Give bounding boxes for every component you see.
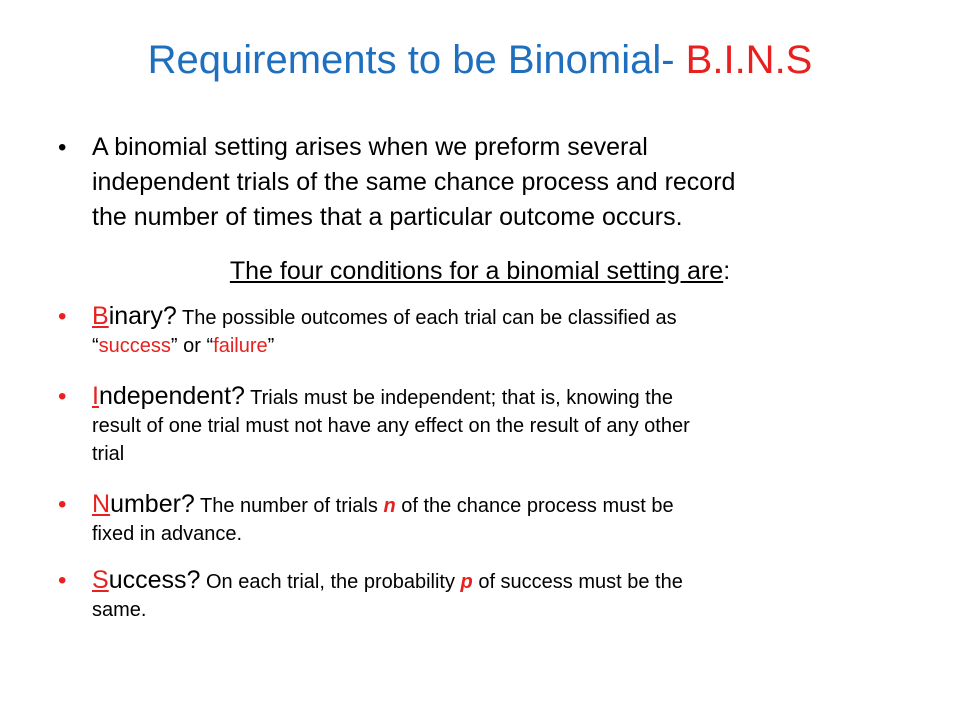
bullet-dot: •: [58, 567, 67, 594]
success-term: success: [98, 335, 171, 357]
condition-word: inary?: [108, 302, 177, 330]
variable-n: n: [383, 495, 396, 517]
variable-p: p: [460, 571, 473, 593]
condition-binary: • Binary? The possible outcomes of each …: [58, 302, 900, 360]
condition-number: • Number? The number of trials n of the …: [58, 490, 900, 548]
condition-text-post: of the chance process must be: [395, 495, 674, 517]
intro-line-3: the number of times that a particular ou…: [92, 203, 683, 231]
title-main: Requirements to be Binomial-: [147, 38, 686, 82]
condition-letter: S: [92, 566, 109, 594]
condition-letter: N: [92, 490, 111, 518]
condition-letter: I: [92, 382, 99, 410]
condition-text-line-1: The possible outcomes of each trial can …: [176, 307, 677, 329]
intro-line-2: independent trials of the same chance pr…: [92, 168, 736, 196]
condition-word: umber?: [110, 490, 195, 518]
failure-term: failure: [213, 335, 268, 357]
condition-success: • Success? On each trial, the probabilit…: [58, 566, 900, 624]
condition-letter: B: [92, 302, 109, 330]
condition-text-line-2: same.: [92, 599, 147, 621]
condition-text-line-2: “success” or “failure”: [92, 335, 275, 357]
conditions-subheading: The four conditions for a binomial setti…: [0, 256, 960, 286]
condition-text-line-2: fixed in advance.: [92, 523, 243, 545]
condition-text-pre: The number of trials: [194, 495, 384, 517]
bullet-dot: •: [58, 491, 67, 518]
intro-line-1: A binomial setting arises when we prefor…: [92, 133, 648, 161]
bullet-dot: •: [58, 383, 67, 410]
condition-text-line-2: result of one trial must not have any ef…: [92, 415, 690, 437]
bullet-dot: •: [58, 134, 67, 161]
condition-text-post: of success must be the: [472, 571, 683, 593]
intro-bullet: • A binomial setting arises when we pref…: [58, 130, 900, 235]
condition-independent: • Independent? Trials must be independen…: [58, 382, 900, 468]
condition-text-line-1: Trials must be independent; that is, kno…: [244, 387, 673, 409]
subheading-colon: :: [723, 257, 731, 285]
condition-text-pre: On each trial, the probability: [200, 571, 461, 593]
subheading-text: The four conditions for a binomial setti…: [229, 257, 724, 285]
condition-word: ndependent?: [98, 382, 245, 410]
condition-word: uccess?: [108, 566, 201, 594]
bullet-dot: •: [58, 303, 67, 330]
slide-title: Requirements to be Binomial- B.I.N.S: [0, 36, 960, 84]
title-accent: B.I.N.S: [685, 38, 813, 82]
condition-text-line-3: trial: [92, 443, 125, 465]
